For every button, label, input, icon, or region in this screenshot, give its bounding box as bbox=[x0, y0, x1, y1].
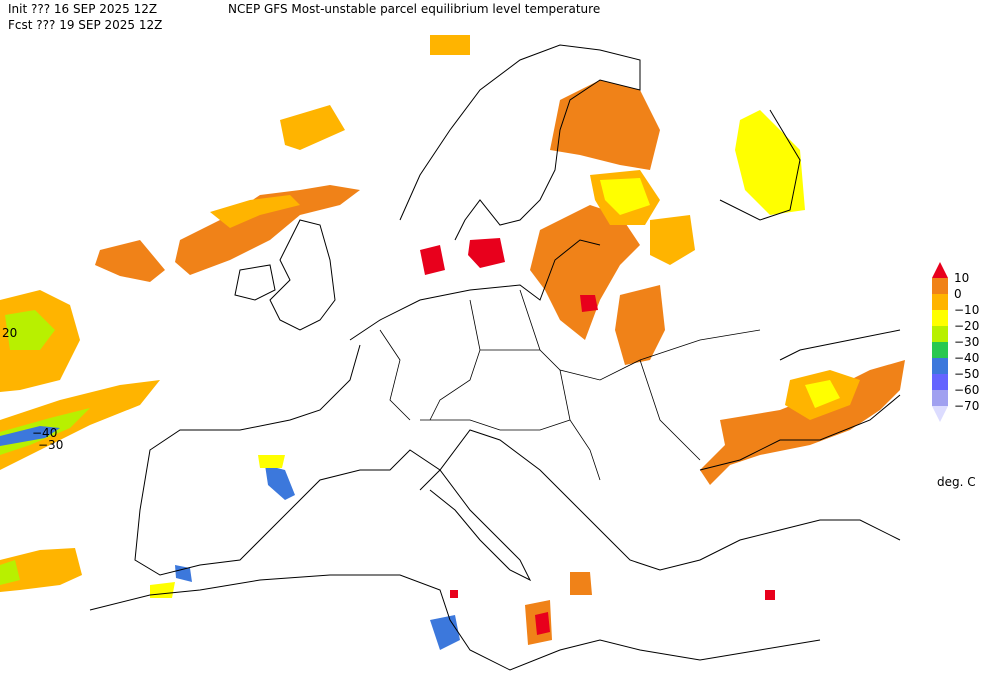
field-patch bbox=[615, 285, 665, 365]
legend-label: −40 bbox=[954, 351, 979, 365]
field-patch bbox=[650, 215, 695, 265]
legend-unit: deg. C bbox=[937, 475, 976, 489]
field-patch bbox=[95, 240, 165, 282]
title: NCEP GFS Most-unstable parcel equilibriu… bbox=[228, 2, 600, 16]
legend-label: −10 bbox=[954, 303, 979, 317]
coastline bbox=[699, 329, 901, 471]
legend-label: −70 bbox=[954, 399, 979, 413]
field bbox=[0, 35, 905, 650]
coastline bbox=[349, 239, 601, 341]
coastline bbox=[419, 429, 901, 571]
coastlines bbox=[89, 44, 901, 671]
coastline bbox=[719, 109, 801, 221]
legend-swatch bbox=[932, 310, 948, 326]
legend-label: 0 bbox=[954, 287, 962, 301]
legend-swatch bbox=[932, 294, 948, 310]
legend-swatch bbox=[932, 342, 948, 358]
legend-label: −30 bbox=[954, 335, 979, 349]
borders bbox=[379, 289, 761, 481]
field-patch bbox=[735, 110, 805, 215]
coastline bbox=[134, 344, 532, 582]
coastline bbox=[269, 219, 336, 331]
field-patch bbox=[175, 465, 460, 650]
field-patch bbox=[280, 35, 470, 150]
field-patch bbox=[600, 178, 650, 215]
legend-swatch bbox=[932, 358, 948, 374]
coastline bbox=[89, 574, 821, 671]
contour-label: −40 bbox=[32, 426, 57, 440]
contour-label: −30 bbox=[38, 438, 63, 452]
init-label: Init ??? 16 SEP 2025 12Z bbox=[8, 2, 157, 16]
field-patch bbox=[0, 548, 82, 592]
legend-swatch bbox=[932, 278, 948, 294]
legend-swatch bbox=[932, 406, 948, 422]
legend-label: −50 bbox=[954, 367, 979, 381]
field-patch bbox=[550, 80, 660, 170]
field-patch bbox=[175, 185, 360, 275]
legend-swatch bbox=[932, 374, 948, 390]
field-patch bbox=[0, 380, 160, 470]
legend-swatch bbox=[932, 262, 948, 278]
field-patch bbox=[5, 310, 55, 350]
legend-swatch bbox=[932, 390, 948, 406]
coastline bbox=[234, 264, 276, 301]
field-patch bbox=[525, 572, 592, 645]
field-patch bbox=[805, 380, 840, 408]
legend-label: −20 bbox=[954, 319, 979, 333]
legend-label: −60 bbox=[954, 383, 979, 397]
coastline bbox=[399, 44, 641, 241]
field-patch bbox=[210, 195, 300, 228]
legend-label: 10 bbox=[954, 271, 969, 285]
legend: 10 0 −10 −20 −30 −40 −50 −60 −70 bbox=[932, 262, 979, 422]
field-patch bbox=[530, 205, 640, 340]
contour-labels: 20 −40 −30 bbox=[2, 326, 63, 452]
field-patch bbox=[450, 590, 775, 635]
field-patch bbox=[0, 426, 60, 446]
contour-label: 20 bbox=[2, 326, 17, 340]
field-patch bbox=[0, 560, 20, 585]
legend-swatch bbox=[932, 326, 948, 342]
field-patch bbox=[150, 455, 285, 598]
border bbox=[379, 289, 761, 481]
fcst-label: Fcst ??? 19 SEP 2025 12Z bbox=[8, 18, 162, 32]
